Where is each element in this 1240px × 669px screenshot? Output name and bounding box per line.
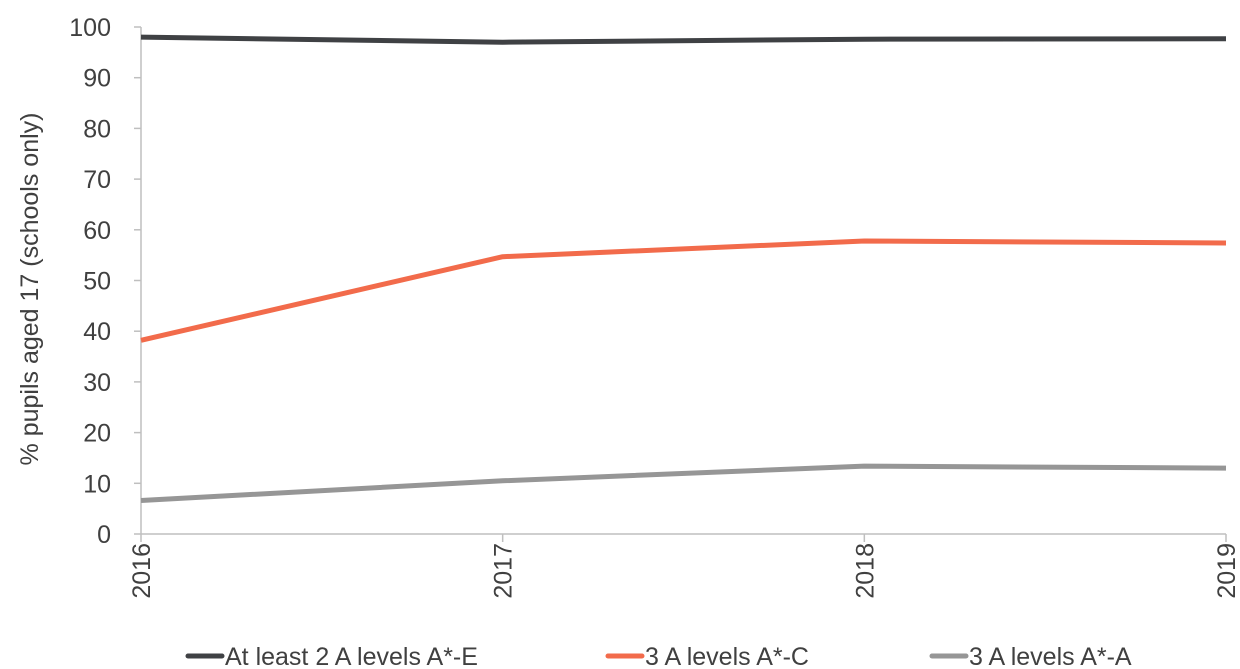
y-tick-label: 50 xyxy=(83,268,111,296)
legend: At least 2 A levels A*-E 3 A levels A*-C 3… xyxy=(185,643,1132,669)
x-tick-label: 2018 xyxy=(851,543,879,599)
y-tick-label: 30 xyxy=(83,369,111,397)
y-tick-label: 90 xyxy=(83,65,111,93)
y-tick-label: 80 xyxy=(83,115,111,143)
y-axis-title: % pupils aged 17 (schools only) xyxy=(16,113,44,466)
x-tick-label: 2019 xyxy=(1213,543,1240,599)
legend-label-1: At least 2 A levels A*-E xyxy=(225,643,478,669)
y-tick-label: 40 xyxy=(83,318,111,346)
series-line-1 xyxy=(140,34,1227,45)
y-tick-label: 100 xyxy=(69,14,111,42)
y-axis-ticks: 0 10 20 30 40 50 60 70 80 90 100 xyxy=(69,14,141,549)
axes xyxy=(140,27,1226,535)
legend-label-2: 3 A levels A*-C xyxy=(645,643,809,669)
x-tick-label: 2016 xyxy=(128,543,156,599)
series-line-3 xyxy=(140,463,1227,503)
y-tick-label: 20 xyxy=(83,420,111,448)
y-tick-label: 0 xyxy=(97,521,111,549)
x-tick-label: 2017 xyxy=(490,543,518,599)
y-tick-label: 70 xyxy=(83,166,111,194)
y-tick-label: 60 xyxy=(83,217,111,245)
legend-label-3: 3 A levels A*-A xyxy=(969,643,1132,669)
series-lines xyxy=(140,34,1227,503)
series-line-2 xyxy=(140,238,1227,343)
y-tick-label: 10 xyxy=(83,470,111,498)
x-axis-ticks: 2016 2017 2018 2019 xyxy=(128,534,1240,599)
